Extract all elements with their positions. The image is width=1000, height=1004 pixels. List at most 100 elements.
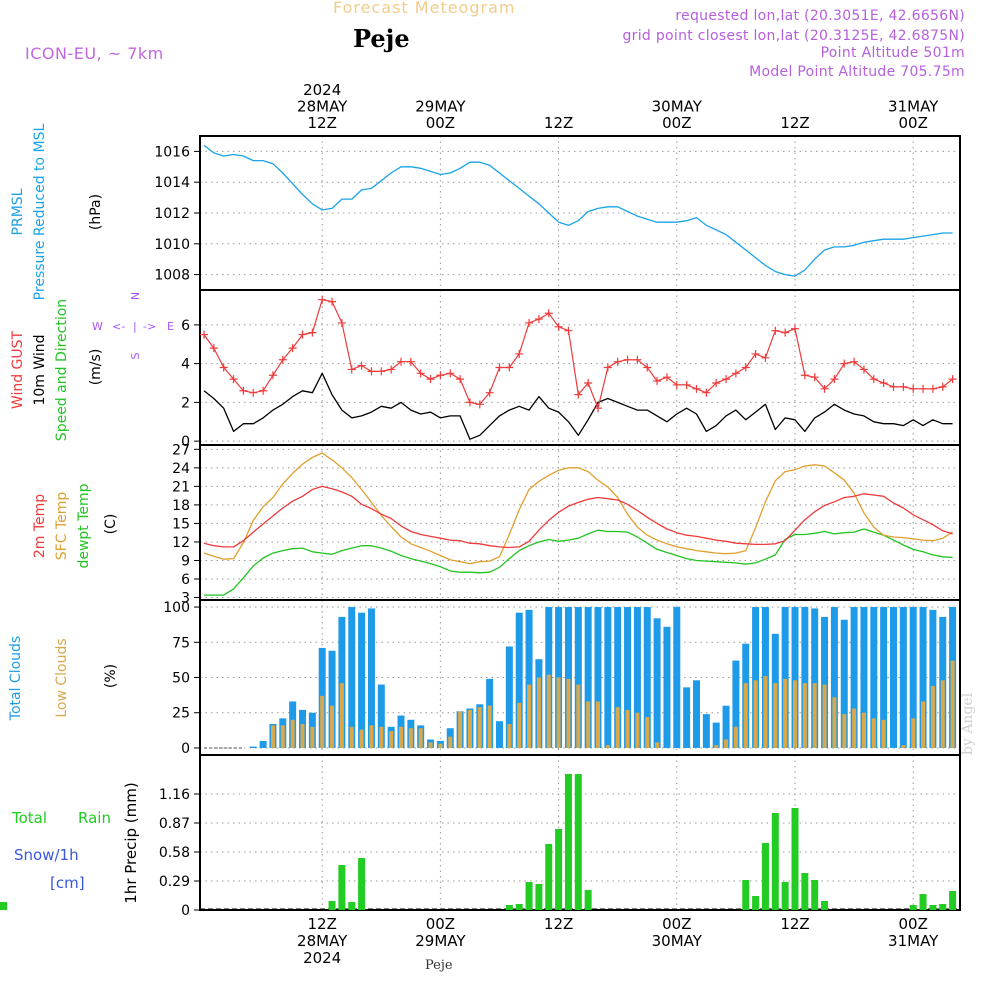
gust-marker [347, 365, 356, 374]
compass-west-arrow: <- [112, 320, 125, 333]
precip-bar [752, 896, 760, 910]
total-cloud-bar [525, 609, 533, 748]
label-total: Total [11, 809, 47, 827]
gust-marker [259, 386, 268, 395]
precip-bar [338, 865, 346, 910]
dewpoint-line [204, 528, 953, 596]
label-celsius: (C) [103, 514, 119, 535]
sfc-temp-line [203, 452, 953, 565]
gust-marker [278, 355, 287, 364]
total-cloud-bar [643, 607, 651, 748]
low-cloud-bar [743, 683, 748, 748]
gust-marker [584, 379, 593, 387]
y-tick-label: 6 [181, 572, 190, 588]
gust-marker [662, 373, 671, 382]
total-cloud-bar [624, 607, 632, 748]
total-cloud-bar [752, 607, 760, 748]
total-cloud-bar [821, 616, 829, 748]
meteogram-title: Forecast Meteogram [333, 0, 516, 17]
gust-marker [712, 379, 721, 387]
precip-bar [564, 774, 572, 910]
total-cloud-bar [328, 650, 336, 748]
low-cloud-bar [359, 729, 364, 748]
grid-point-coordinates: grid point closest lon,lat (20.3125E, 42… [622, 28, 965, 44]
low-cloud-bar [596, 701, 600, 748]
total-cloud-bar [564, 607, 572, 748]
label-speed-direction: Speed and Direction [54, 299, 70, 441]
y-tick-label: 27 [172, 442, 190, 458]
label-pressure-msl: Pressure Reduced to MSL [32, 123, 48, 300]
precip-bar [781, 882, 789, 910]
low-cloud-bar [783, 678, 788, 748]
low-cloud-bar [832, 697, 837, 748]
precip-bar [801, 873, 809, 910]
gust-marker [840, 359, 849, 368]
gust-marker [623, 355, 632, 364]
gust-marker [239, 386, 248, 395]
low-cloud-bar [724, 739, 729, 748]
time-label-top: 12Z [544, 114, 573, 132]
y-tick-label: 0 [181, 741, 190, 757]
gust-marker [229, 375, 238, 384]
time-label-bottom: 31MAY [888, 932, 939, 950]
gust-marker [416, 369, 425, 378]
y-tick-label: 9 [181, 553, 190, 569]
precip-bar [0, 902, 7, 910]
precip-bar [574, 774, 582, 910]
gust-marker [938, 382, 947, 391]
compass-west: W [92, 320, 103, 333]
label-precip-mm: 1hr Precip (mm) [122, 782, 140, 903]
gust-marker [534, 315, 543, 324]
total-cloud-bar [880, 607, 888, 748]
low-cloud-bar [408, 728, 413, 748]
label-snow: Snow/1h [14, 846, 79, 864]
gust-marker [564, 326, 573, 335]
total-cloud-bar [850, 607, 858, 748]
gust-marker [731, 369, 740, 378]
total-cloud-bar [909, 607, 917, 748]
low-cloud-bar [793, 680, 797, 748]
gust-marker [377, 367, 386, 376]
gust-marker [574, 390, 583, 399]
y-tick-label: 18 [172, 498, 190, 514]
low-cloud-bar [339, 683, 344, 748]
precip-bar [761, 843, 769, 910]
precip-bar [811, 880, 819, 910]
low-cloud-bar [901, 745, 906, 748]
time-label-top: 12Z [308, 114, 337, 132]
y-tick-label: 0 [181, 903, 190, 919]
gust-marker [869, 375, 878, 384]
low-cloud-bar [517, 702, 522, 748]
gust-marker [367, 367, 376, 376]
y-tick-label: 1012 [154, 206, 190, 222]
gust-marker [397, 357, 405, 366]
gust-marker [219, 363, 228, 372]
precip-bar [919, 894, 927, 910]
low-cloud-bar [605, 745, 610, 748]
time-label-bottom: 00Z [426, 915, 455, 933]
time-label-top: 12Z [780, 114, 809, 132]
y-tick-label: 0.87 [159, 816, 190, 832]
precip-bar [929, 905, 937, 910]
gust-marker [298, 330, 307, 339]
y-tick-label: 24 [172, 461, 190, 477]
gust-marker [672, 380, 681, 389]
gust-marker [505, 363, 514, 372]
low-cloud-bar [349, 726, 354, 748]
total-cloud-bar [712, 722, 720, 748]
gust-marker [879, 379, 888, 387]
total-cloud-bar [899, 607, 907, 748]
time-label-top: 28MAY [297, 98, 348, 116]
low-cloud-bar [487, 705, 492, 748]
low-cloud-bar [911, 718, 916, 748]
time-label-top: 2024 [303, 81, 341, 99]
gust-marker [771, 326, 780, 335]
precip-bar [949, 891, 957, 910]
gust-marker [948, 375, 957, 384]
time-label-top: 31MAY [888, 98, 939, 116]
precip-bar [525, 882, 533, 910]
gust-marker [308, 328, 317, 337]
y-tick-label: 75 [172, 635, 190, 651]
y-tick-label: 100 [163, 600, 190, 616]
low-cloud-bar [507, 724, 512, 748]
